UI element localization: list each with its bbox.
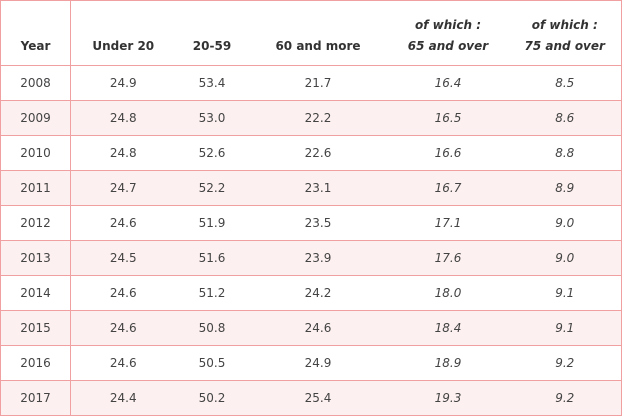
column-header: 20-59: [175, 0, 249, 66]
year-cell: 2014: [0, 275, 71, 311]
value-cell: 17.1: [387, 205, 509, 241]
value-cell: 24.6: [70, 205, 176, 241]
value-cell: 18.9: [387, 345, 509, 381]
value-cell: 24.6: [70, 275, 176, 311]
value-cell: 8.8: [508, 135, 622, 171]
value-cell: 24.8: [70, 100, 176, 136]
column-header: Under 20: [70, 0, 176, 66]
year-cell: 2016: [0, 345, 71, 381]
value-cell: 9.1: [508, 310, 622, 346]
value-cell: 24.8: [70, 135, 176, 171]
value-cell: 24.4: [70, 380, 176, 416]
year-cell: 2009: [0, 100, 71, 136]
table-row: 2012 24.6 51.9 23.5 17.1 9.0: [0, 205, 622, 241]
header-row: Year Under 20 20-59 60 and more of which : 65…: [0, 0, 622, 66]
value-cell: 25.4: [248, 380, 388, 416]
table-row: 2014 24.6 51.2 24.2 18.0 9.1: [0, 275, 622, 311]
value-cell: 24.6: [248, 310, 388, 346]
value-cell: 52.2: [175, 170, 249, 206]
value-cell: 50.2: [175, 380, 249, 416]
value-cell: 23.9: [248, 240, 388, 276]
table-row: 2011 24.7 52.2 23.1 16.7 8.9: [0, 170, 622, 206]
value-cell: 24.6: [70, 310, 176, 346]
table-row: 2016 24.6 50.5 24.9 18.9 9.2: [0, 345, 622, 381]
value-cell: 50.5: [175, 345, 249, 381]
value-cell: 18.0: [387, 275, 509, 311]
value-cell: 24.6: [70, 345, 176, 381]
value-cell: 8.9: [508, 170, 622, 206]
value-cell: 22.2: [248, 100, 388, 136]
value-cell: 22.6: [248, 135, 388, 171]
value-cell: 51.9: [175, 205, 249, 241]
table-row: 2017 24.4 50.2 25.4 19.3 9.2: [0, 380, 622, 416]
table-head: Year Under 20 20-59 60 and more of which : 65…: [0, 0, 622, 66]
value-cell: 16.5: [387, 100, 509, 136]
value-cell: 51.6: [175, 240, 249, 276]
value-cell: 16.6: [387, 135, 509, 171]
column-header: Year: [0, 0, 71, 66]
table-row: 2013 24.5 51.6 23.9 17.6 9.0: [0, 240, 622, 276]
value-cell: 24.9: [70, 65, 176, 101]
value-cell: 9.1: [508, 275, 622, 311]
year-cell: 2011: [0, 170, 71, 206]
value-cell: 23.1: [248, 170, 388, 206]
column-header: 60 and more: [248, 0, 388, 66]
year-cell: 2013: [0, 240, 71, 276]
value-cell: 53.4: [175, 65, 249, 101]
value-cell: 16.7: [387, 170, 509, 206]
year-cell: 2012: [0, 205, 71, 241]
column-header: of which : 65 and over: [387, 0, 509, 66]
header-note: of which :: [414, 18, 482, 32]
year-cell: 2017: [0, 380, 71, 416]
value-cell: 50.8: [175, 310, 249, 346]
value-cell: 9.0: [508, 205, 622, 241]
value-cell: 24.9: [248, 345, 388, 381]
value-cell: 9.2: [508, 345, 622, 381]
value-cell: 24.5: [70, 240, 176, 276]
value-cell: 9.2: [508, 380, 622, 416]
table-row: 2015 24.6 50.8 24.6 18.4 9.1: [0, 310, 622, 346]
page: Year Under 20 20-59 60 and more of which : 65…: [0, 0, 622, 416]
value-cell: 24.2: [248, 275, 388, 311]
table-row: 2008 24.9 53.4 21.7 16.4 8.5: [0, 65, 622, 101]
value-cell: 53.0: [175, 100, 249, 136]
table-body: 2008 24.9 53.4 21.7 16.4 8.5 2009 24.8 53.0 22.2 1…: [0, 65, 622, 416]
value-cell: 17.6: [387, 240, 509, 276]
table-row: 2010 24.8 52.6 22.6 16.6 8.8: [0, 135, 622, 171]
value-cell: 51.2: [175, 275, 249, 311]
value-cell: 9.0: [508, 240, 622, 276]
value-cell: 52.6: [175, 135, 249, 171]
column-header: of which : 75 and over: [508, 0, 622, 66]
value-cell: 19.3: [387, 380, 509, 416]
value-cell: 21.7: [248, 65, 388, 101]
header-label: 75 and over: [524, 39, 605, 53]
value-cell: 18.4: [387, 310, 509, 346]
year-cell: 2015: [0, 310, 71, 346]
data-table: Year Under 20 20-59 60 and more of which : 65…: [0, 0, 622, 416]
year-cell: 2008: [0, 65, 71, 101]
year-cell: 2010: [0, 135, 71, 171]
value-cell: 24.7: [70, 170, 176, 206]
value-cell: 8.6: [508, 100, 622, 136]
value-cell: 16.4: [387, 65, 509, 101]
table-row: 2009 24.8 53.0 22.2 16.5 8.6: [0, 100, 622, 136]
value-cell: 8.5: [508, 65, 622, 101]
value-cell: 23.5: [248, 205, 388, 241]
header-label: 65 and over: [407, 39, 489, 53]
header-note: of which :: [531, 18, 598, 32]
